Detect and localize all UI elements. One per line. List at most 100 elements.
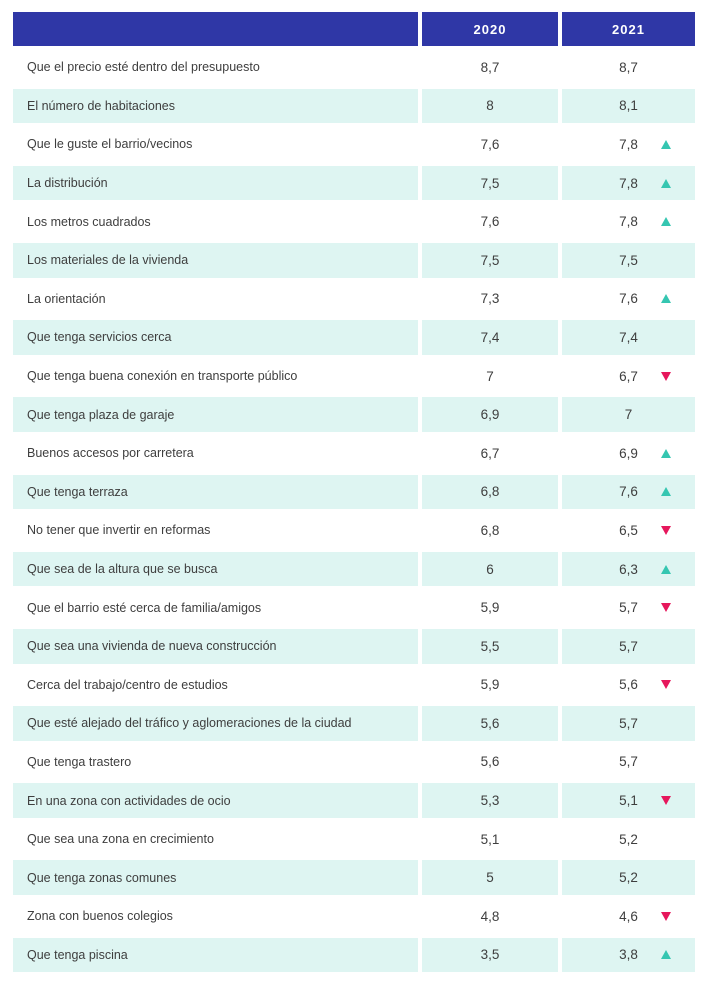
table-row: La distribución 7,5 7,8 bbox=[13, 165, 695, 201]
table-row: Los materiales de la vivienda 7,5 7,5 bbox=[13, 242, 695, 278]
row-label: La orientación bbox=[13, 281, 418, 317]
value-2020: 8,7 bbox=[422, 50, 558, 85]
value-2021: 7,5 bbox=[562, 242, 695, 278]
table-row: El número de habitaciones 8 8,1 bbox=[13, 88, 695, 124]
value-2020: 3,5 bbox=[422, 937, 558, 973]
preferences-table: 2020 2021 Que el precio esté dentro del … bbox=[9, 8, 699, 977]
value-2020: 5,1 bbox=[422, 821, 558, 857]
value-2021: 8,1 bbox=[562, 88, 695, 124]
value-2021-text: 7 bbox=[624, 407, 633, 423]
value-2021: 7 bbox=[562, 397, 695, 432]
value-2021: 7,6 bbox=[562, 281, 695, 317]
value-2021-text: 7,6 bbox=[619, 484, 638, 500]
value-2021: 5,6 bbox=[562, 667, 695, 703]
row-label: Buenos accesos por carretera bbox=[13, 435, 418, 471]
header-empty-cell bbox=[13, 12, 418, 46]
value-2020: 5,9 bbox=[422, 667, 558, 703]
table-row: Que tenga zonas comunes 5 5,2 bbox=[13, 860, 695, 896]
trend-down-icon bbox=[661, 680, 671, 690]
row-label: Que el precio esté dentro del presupuest… bbox=[13, 50, 418, 85]
value-2021: 6,3 bbox=[562, 551, 695, 587]
value-2021: 6,5 bbox=[562, 513, 695, 548]
value-2021-text: 7,5 bbox=[619, 252, 638, 268]
value-2020: 5,6 bbox=[422, 706, 558, 741]
row-label: La distribución bbox=[13, 165, 418, 201]
value-2020: 4,8 bbox=[422, 899, 558, 934]
table-row: Que el precio esté dentro del presupuest… bbox=[13, 50, 695, 85]
header-2020: 2020 bbox=[422, 12, 558, 46]
value-2021: 5,1 bbox=[562, 783, 695, 818]
value-2020: 7,6 bbox=[422, 204, 558, 239]
table-row: Que esté alejado del tráfico y aglomerac… bbox=[13, 706, 695, 741]
trend-up-icon bbox=[661, 178, 671, 188]
row-label: Que le guste el barrio/vecinos bbox=[13, 127, 418, 162]
value-2021-text: 5,7 bbox=[619, 600, 638, 616]
row-label: Que tenga servicios cerca bbox=[13, 320, 418, 355]
value-2021-text: 5,7 bbox=[619, 754, 638, 770]
trend-down-icon bbox=[661, 371, 671, 381]
value-2021-text: 3,8 bbox=[619, 947, 638, 963]
value-2021-text: 7,4 bbox=[619, 329, 638, 345]
value-2021: 7,8 bbox=[562, 127, 695, 162]
value-2021-text: 7,8 bbox=[619, 136, 638, 152]
value-2020: 7,5 bbox=[422, 242, 558, 278]
value-2020: 6,9 bbox=[422, 397, 558, 432]
table-row: Que sea de la altura que se busca 6 6,3 bbox=[13, 551, 695, 587]
value-2021: 3,8 bbox=[562, 937, 695, 973]
value-2020: 7,4 bbox=[422, 320, 558, 355]
row-label: Que tenga plaza de garaje bbox=[13, 397, 418, 432]
header-2021: 2021 bbox=[562, 12, 695, 46]
value-2021: 5,7 bbox=[562, 590, 695, 625]
row-label: Que el barrio esté cerca de familia/amig… bbox=[13, 590, 418, 625]
value-2020: 7,3 bbox=[422, 281, 558, 317]
row-label: Que esté alejado del tráfico y aglomerac… bbox=[13, 706, 418, 741]
value-2020: 5,3 bbox=[422, 783, 558, 818]
trend-up-icon bbox=[661, 564, 671, 574]
header-row: 2020 2021 bbox=[13, 12, 695, 46]
value-2021-text: 6,5 bbox=[619, 522, 638, 538]
trend-up-icon bbox=[661, 217, 671, 227]
value-2021: 7,4 bbox=[562, 320, 695, 355]
table-row: Que tenga trastero 5,6 5,7 bbox=[13, 744, 695, 780]
trend-down-icon bbox=[661, 911, 671, 921]
value-2021: 4,6 bbox=[562, 899, 695, 934]
trend-up-icon bbox=[661, 950, 671, 960]
value-2020: 7,5 bbox=[422, 165, 558, 201]
row-label: Que tenga buena conexión en transporte p… bbox=[13, 358, 418, 394]
table-row: Que le guste el barrio/vecinos 7,6 7,8 bbox=[13, 127, 695, 162]
value-2021-text: 6,7 bbox=[619, 368, 638, 384]
value-2021: 5,7 bbox=[562, 744, 695, 780]
value-2021-text: 5,7 bbox=[619, 715, 638, 731]
table-row: Zona con buenos colegios 4,8 4,6 bbox=[13, 899, 695, 934]
table-body: Que el precio esté dentro del presupuest… bbox=[13, 50, 695, 973]
value-2021: 5,7 bbox=[562, 706, 695, 741]
row-label: Que tenga zonas comunes bbox=[13, 860, 418, 896]
value-2021: 7,8 bbox=[562, 165, 695, 201]
value-2020: 6,7 bbox=[422, 435, 558, 471]
row-label: Que tenga terraza bbox=[13, 474, 418, 510]
value-2021-text: 5,2 bbox=[619, 831, 638, 847]
value-2021-text: 8,1 bbox=[619, 98, 638, 114]
value-2021: 6,7 bbox=[562, 358, 695, 394]
value-2021: 5,7 bbox=[562, 628, 695, 664]
value-2021-text: 6,9 bbox=[619, 445, 638, 461]
trend-up-icon bbox=[661, 139, 671, 149]
table-row: Que tenga servicios cerca 7,4 7,4 bbox=[13, 320, 695, 355]
table-row: Que tenga buena conexión en transporte p… bbox=[13, 358, 695, 394]
row-label: Que tenga piscina bbox=[13, 937, 418, 973]
value-2020: 6,8 bbox=[422, 513, 558, 548]
row-label: Zona con buenos colegios bbox=[13, 899, 418, 934]
trend-up-icon bbox=[661, 448, 671, 458]
table-row: No tener que invertir en reformas 6,8 6,5 bbox=[13, 513, 695, 548]
table-row: Que sea una zona en crecimiento 5,1 5,2 bbox=[13, 821, 695, 857]
value-2021-text: 4,6 bbox=[619, 908, 638, 924]
value-2021-text: 8,7 bbox=[619, 59, 638, 75]
trend-down-icon bbox=[661, 603, 671, 613]
value-2021: 6,9 bbox=[562, 435, 695, 471]
value-2021-text: 7,6 bbox=[619, 291, 638, 307]
row-label: En una zona con actividades de ocio bbox=[13, 783, 418, 818]
table-row: En una zona con actividades de ocio 5,3 5,… bbox=[13, 783, 695, 818]
row-label: Cerca del trabajo/centro de estudios bbox=[13, 667, 418, 703]
value-2021-text: 6,3 bbox=[619, 561, 638, 577]
row-label: El número de habitaciones bbox=[13, 88, 418, 124]
